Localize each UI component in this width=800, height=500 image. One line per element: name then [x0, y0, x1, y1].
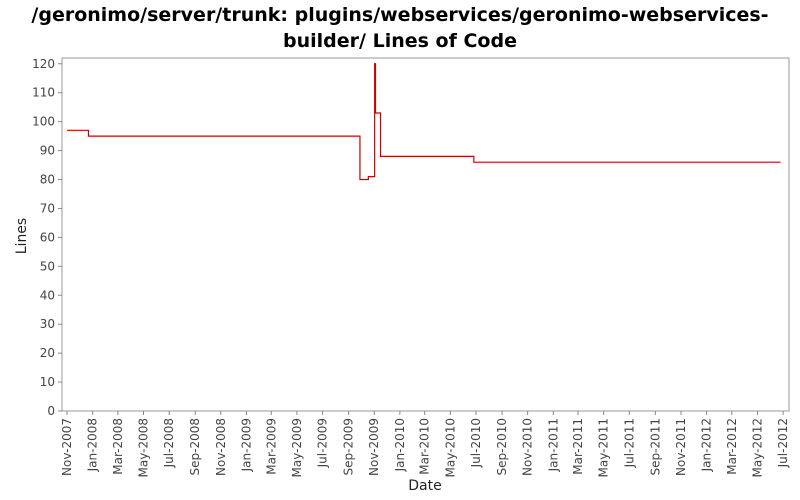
x-tick-label: Nov-2008: [214, 418, 228, 476]
y-tick-label: 0: [47, 404, 55, 418]
x-tick-label: Mar-2011: [571, 418, 585, 475]
x-tick-label: Nov-2007: [60, 418, 74, 476]
y-tick-label: 80: [40, 173, 55, 187]
x-tick-label: Jan-2012: [700, 418, 714, 472]
y-tick-label: 30: [40, 317, 55, 331]
plot-area: [61, 57, 790, 412]
chart-title-line-1: /geronimo/server/trunk: plugins/webservi…: [31, 4, 769, 26]
y-tick-label: 60: [40, 230, 55, 244]
x-tick-label: Mar-2010: [418, 418, 432, 475]
x-axis: Nov-2007 Jan-2008 Mar-2008 May-2008 Jul-2008…: [60, 411, 790, 477]
x-tick-label: Jul-2011: [622, 418, 636, 468]
y-tick-label: 120: [32, 57, 55, 71]
x-tick-label: Jul-2008: [162, 418, 176, 468]
y-tick-label: 20: [40, 346, 55, 360]
y-tick-label: 70: [40, 201, 55, 215]
y-tick-label: 40: [40, 288, 55, 302]
x-tick-label: Jan-2009: [239, 418, 253, 472]
x-axis-title: Date: [408, 478, 441, 494]
y-axis-title: Lines: [14, 218, 30, 254]
x-tick-label: Mar-2009: [264, 418, 278, 475]
y-axis: 0 10 20 30 40 50 60 70 80 90 100 110 120: [32, 57, 62, 418]
x-tick-label: Nov-2009: [367, 418, 381, 476]
x-tick-label: Jan-2011: [546, 418, 560, 472]
x-tick-label: Mar-2008: [111, 418, 125, 475]
x-tick-label: Jul-2010: [469, 418, 483, 468]
y-tick-label: 50: [40, 259, 55, 273]
series-line: [67, 63, 781, 181]
x-tick-label: May-2008: [137, 418, 151, 477]
x-tick-label: May-2011: [597, 418, 611, 477]
x-tick-label: Jan-2008: [86, 418, 100, 472]
x-tick-label: Jul-2012: [776, 418, 790, 468]
x-tick-label: Nov-2011: [674, 418, 688, 476]
x-tick-label: Sep-2011: [648, 418, 662, 476]
y-tick-label: 10: [40, 375, 55, 389]
x-tick-label: Jan-2010: [393, 418, 407, 472]
x-tick-label: Mar-2012: [725, 418, 739, 475]
y-tick-label: 90: [40, 144, 55, 158]
chart-title-line-2: builder/ Lines of Code: [283, 30, 517, 52]
x-tick-label: Sep-2008: [188, 418, 202, 476]
chart-title: /geronimo/server/trunk: plugins/webservi…: [0, 2, 800, 54]
x-tick-label: Jul-2009: [316, 418, 330, 468]
x-tick-label: Sep-2010: [495, 418, 509, 476]
y-tick-label: 110: [32, 86, 55, 100]
x-tick-label: Sep-2009: [342, 418, 356, 476]
x-tick-label: May-2012: [750, 418, 764, 477]
x-tick-label: May-2009: [290, 418, 304, 477]
x-tick-label: May-2010: [443, 418, 457, 477]
x-tick-label: Nov-2010: [521, 418, 535, 476]
y-tick-label: 100: [32, 115, 55, 129]
